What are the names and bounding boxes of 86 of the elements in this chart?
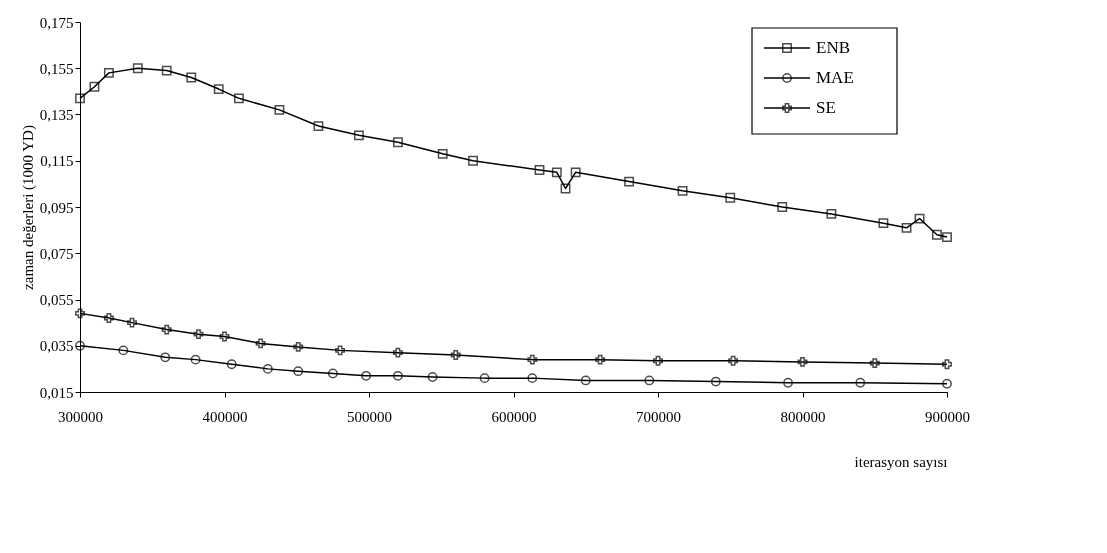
point [161,324,172,335]
point [335,345,346,356]
point [942,359,952,370]
point [783,377,793,388]
point [653,355,663,366]
x-tick-label: 400000 [202,408,248,425]
point [313,121,324,131]
point [931,229,942,240]
point [132,63,143,74]
point [327,368,338,379]
point [450,350,461,360]
legend-label: SE [816,98,836,117]
point [570,167,581,178]
point [160,352,171,363]
legend-label: MAE [816,68,854,87]
point [624,176,635,187]
y-tick-label: 0,075 [39,245,74,262]
point [274,104,285,115]
point [75,340,85,351]
point [226,359,237,370]
point [118,345,129,356]
x-tick-label: 800000 [780,408,826,425]
point [213,84,224,94]
point [234,93,244,104]
point [725,192,736,203]
point [527,373,538,384]
point [855,377,866,388]
point [89,81,100,92]
point [878,218,889,229]
point [942,232,952,242]
point [826,209,837,219]
point [392,347,403,358]
x-tick-label: 600000 [491,408,537,425]
point [479,373,490,384]
x-tick-label: 900000 [925,408,970,425]
point [777,202,788,212]
point [75,93,85,104]
point [127,317,137,328]
point [353,130,364,141]
y-tick-label: 0,095 [39,199,74,216]
legend-label: ENB [816,38,850,57]
point [527,354,538,365]
y-tick-label: 0,155 [39,60,74,77]
y-tick-label: 0,015 [39,384,74,401]
x-tick-label: 300000 [58,408,103,425]
point [914,213,925,224]
x-axis-title: iterasyon sayısı [854,453,948,470]
point [728,355,739,366]
point [103,67,114,78]
point [262,363,273,374]
point [193,329,204,340]
point [580,375,591,386]
point [103,313,114,323]
point [710,376,721,387]
point [551,167,562,178]
point [677,185,688,196]
y-tick-label: 0,055 [39,292,74,308]
y-tick-label: 0,035 [39,338,74,355]
point [361,370,372,381]
point [942,378,952,389]
x-tick-label: 700000 [636,408,681,425]
point [186,72,197,83]
y-tick-label: 0,175 [39,14,74,31]
point [75,308,85,319]
point [595,354,606,365]
point [293,341,304,352]
y-tick-label: 0,135 [39,107,74,123]
point [255,338,266,349]
point [797,357,808,367]
point [161,65,172,76]
point [293,366,304,377]
point [869,358,880,369]
point [219,331,230,342]
point [190,354,201,365]
point [901,222,912,233]
y-tick-label: 0,115 [40,153,74,170]
point [534,165,545,175]
point [560,183,571,194]
point [392,137,403,148]
point [427,372,438,382]
point [437,148,448,159]
point [644,375,655,386]
point [392,370,403,381]
y-axis-title: zaman değerleri (1000 YD) [19,125,37,290]
point [468,155,478,166]
x-tick-label: 500000 [347,408,392,425]
